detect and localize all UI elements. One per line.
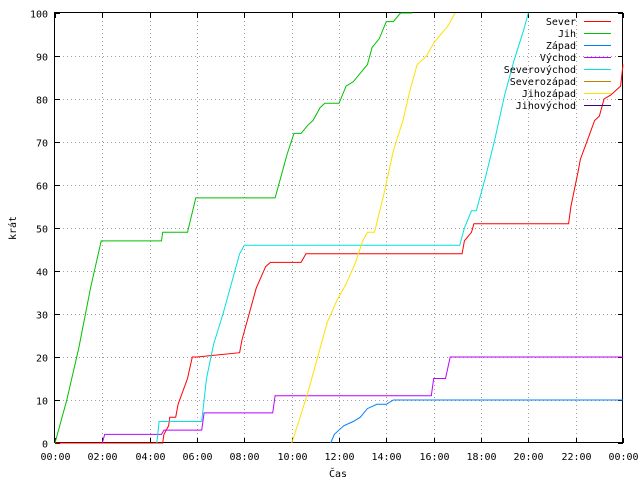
series-line-3 [101,356,623,444]
x-tick-label: 02:00 [87,452,117,463]
legend-label: Jihovýchod [516,100,576,112]
x-tick-labels: 00:00 02:00 04:00 06:00 08:00 10:00 12:00 14:00… [40,452,638,463]
x-tick-label: 18:00 [466,452,496,463]
y-tick-label: 30 [36,311,48,322]
y-tick-label: 40 [36,268,48,279]
x-tick-label: 04:00 [135,452,165,463]
series-line-6 [291,12,456,444]
legend-label: Východ [540,52,576,64]
y-tick-label: 80 [36,96,48,107]
y-tick-label: 10 [36,397,48,408]
x-tick-label: 00:00 [40,452,70,463]
y-tick-label: 100 [30,10,48,21]
x-tick-label: 10:00 [277,452,307,463]
x-grid [55,13,624,443]
y-tick-label: 70 [36,139,48,150]
y-axis-title: krát [7,216,19,240]
x-tick-label: 20:00 [513,452,543,463]
series-line-4 [156,12,529,444]
series-line-1 [54,12,413,444]
y-tick-label: 0 [42,440,48,451]
y-tick-label: 20 [36,354,48,365]
x-tick-label: 22:00 [561,452,591,463]
legend-label: Severozápad [510,76,576,88]
legend-label: Jih [558,29,576,40]
x-axis-title: Čas [329,467,347,480]
y-grid [55,13,623,444]
legend-label: Sever [546,17,576,28]
series-lines [54,12,624,444]
plot-area-frame [54,12,623,443]
x-tick-label: 00:00 [608,452,638,463]
legend-label: Jihozápad [522,88,576,100]
y-tick-label: 90 [36,53,48,64]
x-tick-label: 16:00 [419,452,449,463]
x-tick-label: 14:00 [371,452,401,463]
y-tick-labels: 0 10 20 30 40 50 60 70 80 90 100 [30,10,48,451]
x-tick-label: 06:00 [182,452,212,463]
legend: SeverJihZápadVýchodSeverovýchodSeverozáp… [504,17,611,112]
legend-label: Západ [546,40,576,52]
y-tick-label: 50 [36,225,48,236]
legend-label: Severovýchod [504,64,576,76]
x-tick-label: 12:00 [324,452,354,463]
series-line-2 [330,399,623,444]
series-line-0 [55,64,624,444]
x-tick-label: 08:00 [229,452,259,463]
y-tick-label: 60 [36,182,48,193]
